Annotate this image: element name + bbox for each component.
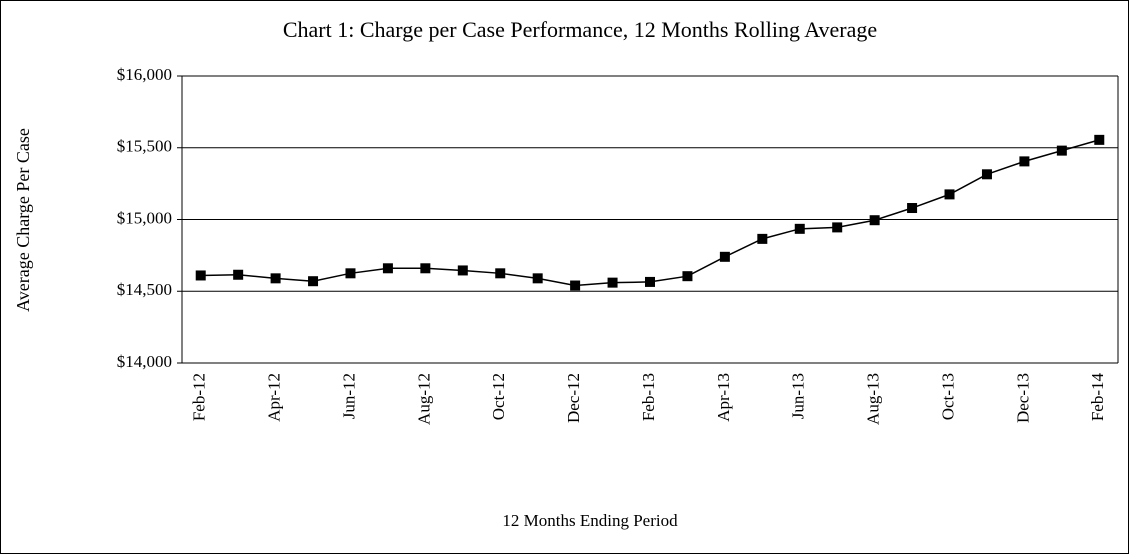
marker: [532, 273, 543, 284]
y-tick-label: $14,000: [117, 352, 172, 371]
marker: [495, 268, 506, 279]
x-tick-label: Oct-13: [938, 373, 957, 420]
marker: [757, 233, 768, 244]
x-axis-label: 12 Months Ending Period: [502, 511, 678, 530]
x-tick-label: Dec-12: [564, 373, 583, 423]
x-tick-label: Aug-12: [414, 373, 433, 425]
marker: [682, 271, 693, 282]
y-axis-label: Average Charge Per Case: [13, 128, 33, 312]
marker: [570, 280, 581, 291]
x-tick-label: Apr-13: [714, 373, 733, 422]
y-tick-label: $16,000: [117, 65, 172, 84]
marker: [195, 270, 206, 281]
x-tick-label: Jun-12: [339, 373, 358, 419]
marker: [607, 277, 618, 288]
y-tick-label: $15,500: [117, 137, 172, 156]
marker: [645, 276, 655, 287]
marker: [1094, 134, 1105, 145]
x-tick-label: Feb-12: [190, 373, 209, 421]
marker: [308, 276, 319, 287]
y-tick-label: $14,500: [117, 280, 172, 299]
marker: [233, 269, 244, 280]
x-tick-label: Jun-13: [789, 373, 808, 419]
marker: [382, 263, 393, 274]
x-tick-label: Apr-12: [265, 373, 284, 422]
marker: [345, 268, 356, 279]
marker: [869, 215, 880, 226]
marker: [420, 263, 431, 274]
marker: [794, 223, 805, 234]
x-tick-label: Feb-13: [639, 373, 658, 421]
chart-title: Chart 1: Charge per Case Performance, 12…: [283, 17, 877, 42]
x-tick-label: Feb-14: [1088, 373, 1107, 422]
marker: [457, 265, 468, 276]
x-tick-label: Oct-12: [489, 373, 508, 420]
marker: [719, 251, 730, 262]
marker: [907, 203, 918, 214]
marker: [981, 169, 992, 180]
x-tick-label: Dec-13: [1013, 373, 1032, 423]
marker: [1056, 145, 1067, 156]
marker: [832, 222, 843, 233]
x-tick-label: Aug-13: [864, 373, 883, 425]
marker: [270, 273, 281, 284]
y-tick-label: $15,000: [117, 208, 172, 227]
marker: [944, 189, 955, 200]
marker: [1019, 156, 1030, 167]
